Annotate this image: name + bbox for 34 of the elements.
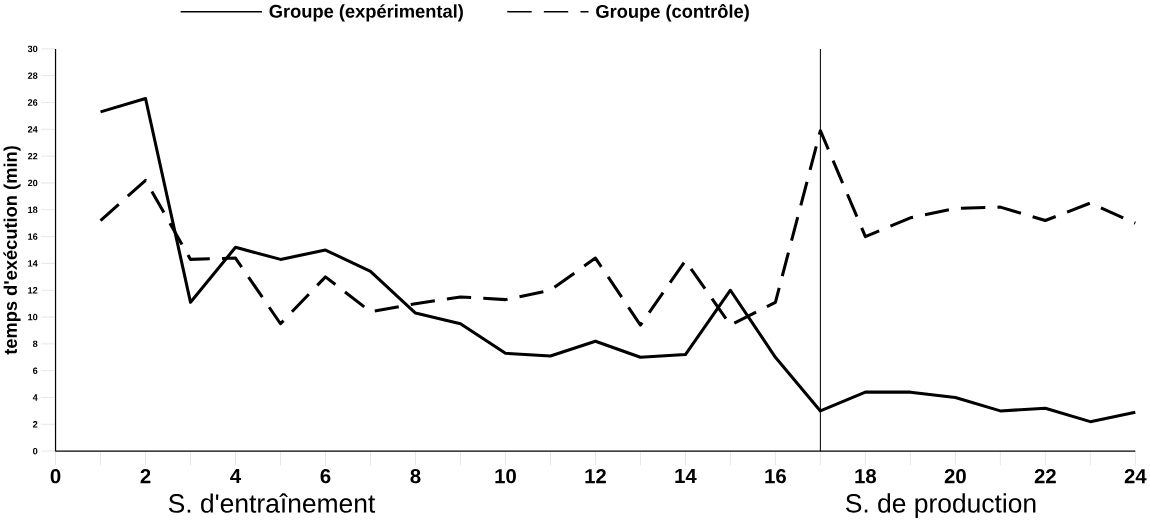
y-axis-title: temps d'exécution (min) [3, 146, 21, 355]
y-tick-label: 2 [32, 420, 38, 428]
x-tick-label: 22 [1034, 468, 1056, 483]
y-tick-label: 22 [27, 152, 38, 160]
y-tick-label: 24 [27, 125, 38, 133]
x-tick-label: 20 [944, 468, 966, 484]
x-tick-label: 14 [675, 468, 697, 483]
y-tick-label: 28 [27, 72, 38, 79]
y-tick-label: 18 [28, 206, 38, 213]
y-tick-label: 8 [32, 340, 38, 347]
text: S. de production [845, 493, 1036, 518]
x-tick-label: 0 [50, 468, 61, 484]
y-tick-label: 4 [32, 394, 38, 401]
x-tick-label: 18 [855, 468, 877, 484]
x-tick-label: 10 [495, 468, 516, 484]
x-tick-label: 8 [410, 468, 421, 484]
x-tick-label: 6 [320, 468, 331, 484]
x-tick-label: 4 [230, 468, 242, 483]
x-tick-label: 24 [1124, 468, 1147, 483]
y-tick-label: 16 [28, 233, 38, 240]
y-tick-label: 6 [32, 367, 38, 374]
x-tick-label: 2 [140, 468, 151, 483]
legend-label: Groupe (contrôle) [596, 3, 749, 22]
y-tick-label: 26 [27, 99, 38, 106]
y-tick-label: 14 [28, 260, 38, 267]
x-tick-label: 16 [765, 468, 786, 484]
legend-label: Groupe (expérimental) [269, 4, 463, 22]
text: S. d'entraînement [168, 493, 376, 513]
y-tick-label: 20 [27, 179, 38, 187]
y-tick-label: 30 [27, 45, 38, 52]
y-tick-label: 10 [28, 313, 38, 321]
x-tick-label: 12 [585, 468, 606, 483]
y-tick-label: 0 [33, 447, 38, 455]
y-tick-label: 12 [28, 286, 38, 294]
